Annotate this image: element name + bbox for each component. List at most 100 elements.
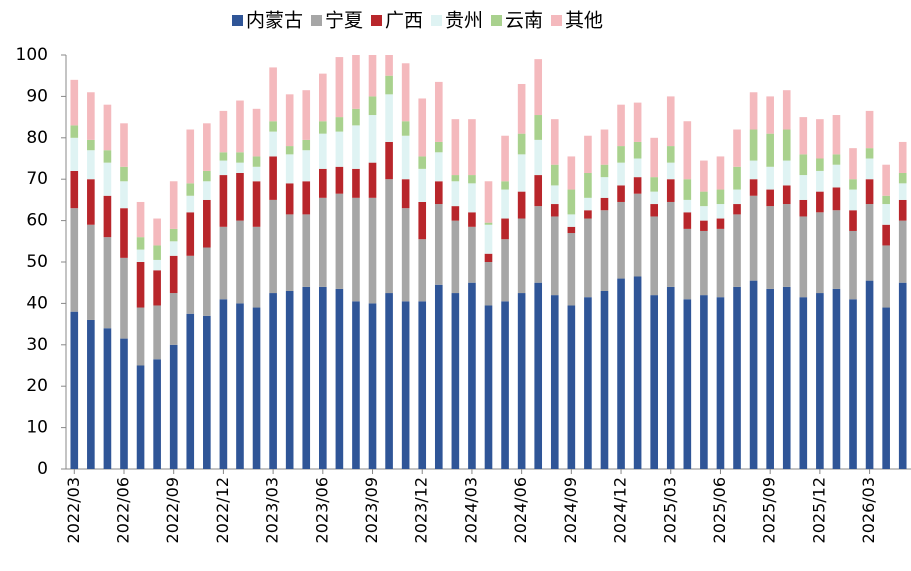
bar-segment: [352, 55, 360, 109]
x-tick-label: 2022/12: [213, 477, 232, 543]
bar-segment: [451, 119, 460, 176]
bar-segment: [401, 301, 410, 469]
bar-segment: [882, 224, 890, 246]
bar-segment: [534, 139, 543, 176]
bar-segment: [550, 185, 559, 205]
bar-segment: [849, 179, 857, 190]
bar-segment: [898, 141, 907, 173]
bar-segment: [584, 297, 592, 469]
bar-segment: [650, 191, 658, 205]
bar-segment: [401, 179, 410, 209]
bar-segment: [898, 220, 907, 283]
bar-segment: [617, 201, 625, 279]
bar-segment: [70, 125, 79, 138]
bar-segment: [749, 160, 758, 180]
bar-segment: [799, 175, 808, 200]
y-tick-label: 10: [26, 418, 48, 438]
bar-segment: [716, 218, 725, 229]
bar-segment: [269, 156, 277, 200]
legend-swatch: [431, 15, 442, 26]
bar-segment: [517, 293, 526, 469]
bar-segment: [401, 135, 410, 180]
bar-segment: [816, 158, 824, 171]
bar-segment: [700, 295, 708, 469]
bar-segment: [849, 189, 857, 211]
bar-segment: [285, 183, 294, 215]
x-tick-label: 2025/12: [809, 477, 828, 543]
bar-segment: [898, 172, 907, 184]
bar-segment: [335, 166, 344, 194]
bar-segment: [385, 293, 393, 469]
bar-segment: [368, 162, 377, 198]
bar-segment: [666, 201, 675, 287]
legend-label: 贵州: [445, 10, 483, 32]
bar-segment: [352, 301, 360, 469]
bar-segment: [87, 150, 95, 180]
bar-segment: [103, 237, 112, 329]
bar-segment: [418, 301, 427, 469]
bar-segment: [219, 160, 228, 176]
bar-segment: [120, 123, 128, 167]
y-tick-label: 0: [37, 459, 48, 479]
bar-segment: [319, 286, 327, 469]
bar-segment: [103, 104, 112, 151]
bar-segment: [567, 305, 576, 469]
x-tick-label: 2023/09: [362, 477, 381, 543]
bar-segment: [700, 206, 708, 221]
bar-segment: [120, 257, 128, 339]
x-tick-label: 2026/03: [859, 477, 878, 543]
bar-segment: [219, 299, 228, 469]
bar-segment: [782, 129, 791, 161]
bar-segment: [368, 96, 377, 116]
bar-segment: [285, 146, 294, 155]
bar-segment: [385, 141, 393, 180]
bar-segment: [103, 328, 112, 469]
bar-segment: [517, 191, 526, 219]
legend-label: 其他: [565, 10, 603, 32]
y-tick-label: 60: [26, 211, 48, 231]
bar-segment: [70, 311, 79, 469]
bar-segment: [368, 303, 377, 469]
bar-segment: [666, 179, 675, 202]
bar-segment: [418, 168, 427, 202]
bar-segment: [385, 55, 393, 76]
bar-segment: [236, 303, 244, 469]
bar-segment: [816, 293, 824, 469]
bar-segment: [683, 212, 692, 229]
bar-segment: [733, 166, 741, 190]
bar-segment: [169, 228, 178, 242]
bar-segment: [252, 108, 261, 157]
bar-segment: [865, 179, 874, 205]
bar-segment: [766, 189, 774, 207]
bar-segment: [650, 204, 658, 217]
bar-segment: [203, 181, 211, 200]
bar-segment: [700, 191, 708, 207]
bar-segment: [849, 148, 857, 180]
bar-segment: [865, 158, 874, 180]
bar-segment: [252, 226, 261, 308]
bar-segment: [203, 123, 211, 171]
bar-segment: [567, 214, 576, 227]
bar-segment: [666, 146, 675, 163]
bar-segment: [501, 239, 509, 302]
bar-segment: [733, 204, 741, 215]
bar-segment: [550, 204, 559, 217]
bar-segment: [302, 90, 311, 140]
bar-segment: [666, 96, 675, 147]
bar-segment: [617, 185, 625, 202]
bar-segment: [302, 139, 311, 151]
bar-segment: [153, 218, 161, 246]
bar-segment: [584, 172, 592, 198]
bar-segment: [103, 195, 112, 238]
bar-segment: [716, 297, 725, 469]
bar-segment: [567, 233, 576, 306]
bar-segment: [534, 282, 543, 469]
bar-segment: [385, 75, 393, 95]
bar-segment: [169, 344, 178, 469]
bar-segment: [468, 183, 476, 213]
bar-segment: [484, 222, 493, 225]
x-tick-label: 2025/06: [710, 477, 729, 543]
bar-segment: [120, 181, 128, 209]
bar-segment: [517, 154, 526, 192]
bar-segment: [600, 164, 609, 178]
